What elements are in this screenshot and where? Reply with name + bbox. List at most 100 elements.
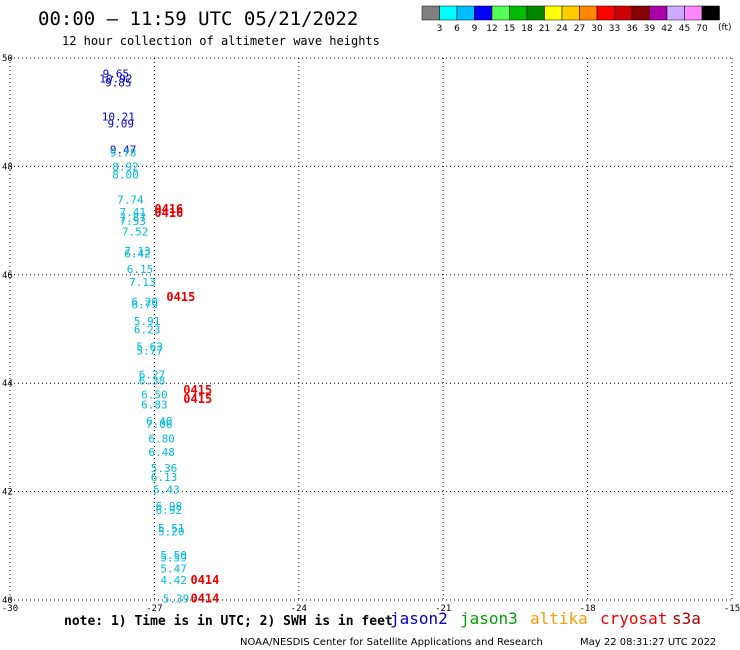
cryosat-point-label: 0414: [190, 573, 219, 587]
jason3-point-label: 7.53: [119, 215, 146, 228]
jason3-point-label: 5.39: [163, 592, 190, 605]
colorbar-unit: (ft): [718, 23, 732, 33]
jason3-point-label: 4.42: [160, 574, 187, 587]
jason2-point-label: 10.92: [99, 73, 132, 86]
jason2-point-label: 9.65: [103, 68, 130, 81]
jason3-point-label: 7.41: [119, 206, 146, 219]
jason3-point-label: 6.23: [134, 324, 161, 337]
colorbar-swatch: [561, 5, 580, 21]
footnote: note: 1) Time is in UTC; 2) SWH is in fe…: [64, 614, 393, 629]
legend-item-jason2: jason2: [390, 609, 448, 628]
jason3-point-label: 7.13: [129, 276, 156, 289]
jason3-point-label: 7.74: [117, 193, 144, 206]
jason3-point-label: 8.00: [112, 169, 139, 182]
x-tick-label: -24: [291, 604, 307, 614]
colorbar-label: 21: [539, 24, 550, 34]
colorbar-swatch: [649, 5, 668, 21]
jason3-point-label: 5.77: [136, 345, 163, 358]
jason3-point-label: 6.80: [148, 432, 175, 445]
jason3-point-label: 7.13: [124, 245, 151, 258]
cryosat-point-label: 0415: [183, 383, 212, 397]
jason3-point-label: 5.47: [160, 563, 187, 576]
colorbar-label: 39: [644, 24, 656, 34]
colorbar: 3 6 9 12 15 18 21 24 27 30 33 36 39 42 45 70: [421, 5, 720, 34]
timestamp-text: May 22 08:31:27 UTC 2022: [580, 637, 716, 648]
jason3-point-label: 5.51: [158, 522, 185, 535]
cryosat-point-label: 0416: [154, 206, 183, 220]
jason3-point-label: 5.91: [134, 315, 161, 328]
colorbar-swatch: [474, 5, 493, 21]
y-tick-label: 50: [2, 54, 13, 64]
jason3-point-label: 6.15: [127, 263, 154, 276]
colorbar-swatch: [456, 5, 475, 21]
jason3-point-label: 6.83: [141, 398, 168, 411]
colorbar-swatch: [544, 5, 563, 21]
jason3-point-label: 6.38: [139, 374, 166, 387]
cryosat-point-label: 0415: [166, 290, 195, 304]
legend: jason2 jason3 altika cryosat s3a: [390, 609, 701, 628]
colorbar-swatch: [491, 5, 510, 21]
colorbar-swatch: [509, 5, 528, 21]
colorbar-swatch: [701, 5, 720, 21]
jason3-point-label: 7.52: [122, 225, 149, 238]
jason3-point-label: 7.87: [119, 211, 146, 224]
jason3-point-label: 5.63: [136, 340, 163, 353]
y-tick-label: 48: [2, 162, 13, 172]
jason2-point-label: 9.85: [105, 76, 132, 89]
x-tick-label: -15: [724, 604, 740, 614]
credit-text: NOAA/NESDIS Center for Satellite Applica…: [240, 637, 543, 648]
chart-subtitle: 12 hour collection of altimeter wave hei…: [62, 34, 380, 48]
jason3-point-label: 5.50: [160, 549, 187, 562]
colorbar-label: 33: [609, 24, 620, 34]
chart-title: 00:00 – 11:59 UTC 05/21/2022: [38, 8, 358, 30]
jason3-point-label: 7.06: [146, 418, 173, 431]
jason3-point-label: 9.78: [110, 146, 137, 159]
grid: [9, 57, 733, 601]
colorbar-label: 24: [556, 24, 568, 34]
jason2-point-label: 9.47: [110, 144, 137, 157]
jason3-point-label: 5.43: [153, 483, 180, 496]
jason3-point-label: 6.98: [156, 500, 183, 513]
y-tick-label: 46: [2, 271, 13, 281]
jason2-point-label: 10.21: [102, 111, 135, 124]
jason3-point-label: 6.92: [156, 504, 183, 517]
colorbar-swatch: [614, 5, 633, 21]
legend-item-altika: altika: [530, 609, 588, 628]
jason3-point-label: 6.13: [151, 471, 178, 484]
colorbar-label: 6: [454, 24, 460, 34]
colorbar-label: 30: [591, 24, 603, 34]
colorbar-label: 36: [626, 24, 638, 34]
colorbar-label: 3: [437, 24, 443, 34]
colorbar-label: 42: [661, 24, 672, 34]
legend-item-s3a: s3a: [672, 609, 701, 628]
legend-item-jason3: jason3: [460, 609, 518, 628]
colorbar-swatch: [579, 5, 598, 21]
colorbar-label: 18: [521, 24, 533, 34]
colorbar-label: 27: [574, 24, 585, 34]
colorbar-label: 12: [486, 24, 497, 34]
jason3-point-label: 6.20: [132, 295, 159, 308]
colorbar-swatch: [421, 5, 440, 21]
jason3-point-label: 6.42: [124, 248, 151, 261]
y-tick-label: 40: [2, 596, 13, 606]
y-tick-label: 44: [2, 379, 13, 389]
x-tick-label: -21: [435, 604, 451, 614]
colorbar-swatch: [526, 5, 545, 21]
colorbar-label: 70: [696, 24, 708, 34]
colorbar-swatch: [684, 5, 703, 21]
colorbar-swatch: [596, 5, 615, 21]
jason3-point-label: 6.40: [146, 415, 173, 428]
cryosat-point-label: 0414: [190, 591, 219, 605]
legend-item-cryosat: cryosat: [600, 609, 667, 628]
x-tick-label: -18: [579, 604, 595, 614]
x-tick-label: -30: [2, 604, 18, 614]
cryosat-point-label: 0416: [154, 202, 183, 216]
jason3-point-label: 5.59: [160, 552, 187, 565]
jason3-point-label: 8.92: [112, 160, 139, 173]
colorbar-label: 45: [679, 24, 690, 34]
colorbar-label: 15: [504, 24, 515, 34]
colorbar-swatch: [666, 5, 685, 21]
x-tick-label: -27: [146, 604, 162, 614]
